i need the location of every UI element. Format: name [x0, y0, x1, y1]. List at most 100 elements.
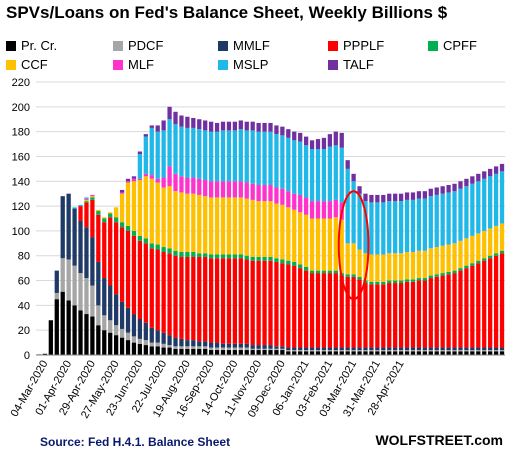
bar-segment-pdcf: [125, 332, 131, 341]
bar-segment-pdcf: [102, 315, 107, 331]
bar-segment-pdcf: [410, 350, 416, 352]
bar-segment-mmlf: [274, 346, 279, 349]
bar-segment-mslp: [256, 131, 261, 185]
bar-segment-mlf: [119, 192, 125, 194]
bar-segment-mmlf: [268, 345, 273, 349]
bar-segment-cpff: [398, 280, 404, 284]
bar-segment-prcr: [309, 351, 315, 355]
bar-segment-talf: [351, 173, 356, 182]
bar-segment-pdcf: [114, 325, 119, 336]
bar-segment-pdcf: [191, 346, 196, 349]
bar-segment-cpff: [315, 270, 321, 274]
bar-segment-mslp: [333, 145, 338, 200]
bar-segment-mlf: [131, 178, 137, 182]
bar-segment-prcr: [238, 350, 243, 355]
bar-segment-prcr: [499, 351, 505, 355]
bar-segment-cpff: [452, 270, 457, 274]
y-tick-label: 180: [12, 127, 30, 139]
bar-segment-cpff: [440, 273, 445, 276]
bar-segment-ppplf: [90, 199, 95, 238]
bar-segment-pdcf: [339, 350, 344, 352]
bar-segment-ccf: [428, 248, 433, 276]
bar-segment-pdcf: [262, 348, 267, 351]
bar-segment-prcr: [363, 351, 368, 355]
bar-segment-ppplf: [470, 265, 475, 348]
bar-segment-pdcf: [369, 350, 374, 352]
bar-segment-ccf: [375, 254, 380, 282]
bar-segment-talf: [250, 121, 255, 131]
bar-segment-ppplf: [476, 263, 481, 348]
bar-segment-cpff: [351, 274, 356, 277]
bar-segment-talf: [298, 132, 303, 142]
bar-segment-pdcf: [268, 348, 273, 351]
legend-swatch: [328, 40, 338, 51]
bar-segment-mmlf: [90, 237, 95, 286]
bar-segment-talf: [203, 120, 208, 131]
bar-segment-ccf: [96, 209, 101, 212]
legend-item-ccf: CCF: [6, 57, 48, 72]
bar-segment-mlf: [309, 201, 315, 219]
bar-segment-prcr: [108, 332, 113, 355]
bar-segment-talf: [161, 120, 166, 131]
bar-segment-pdcf: [137, 338, 143, 344]
bar-segment-ccf: [119, 193, 125, 223]
bar-segment-pdcf: [96, 305, 101, 326]
bar-segment-cpff: [309, 270, 315, 274]
y-tick-label: 80: [18, 251, 30, 263]
bar-segment-mslp: [161, 130, 166, 178]
bar-segment-mlf: [191, 177, 196, 194]
bar-segment-talf: [143, 134, 148, 137]
bar-segment-talf: [220, 121, 226, 131]
legend-item-mmlf: MMLF: [218, 38, 270, 53]
bar-segment-mlf: [214, 181, 220, 198]
bar-segment-prcr: [262, 350, 267, 355]
bar-segment-mlf: [286, 191, 291, 208]
bar-segment-pdcf: [434, 350, 439, 352]
bar-segment-cpff: [458, 268, 463, 271]
bar-segment-ccf: [90, 196, 95, 198]
bar-segment-cpff: [114, 217, 119, 223]
bar-segment-ppplf: [197, 256, 202, 342]
bar-segment-prcr: [131, 342, 137, 355]
bar-segment-mslp: [499, 171, 505, 224]
bar-segment-cpff: [185, 252, 190, 257]
y-tick-label: 160: [12, 151, 30, 163]
bar-segment-mslp: [274, 134, 279, 188]
bar-segment-prcr: [191, 348, 196, 355]
bar-segment-pdcf: [54, 292, 59, 300]
bar-segment-prcr: [357, 351, 362, 355]
bar-segment-talf: [416, 191, 422, 199]
bar-segment-cpff: [428, 275, 433, 279]
bar-segment-mslp: [416, 198, 422, 251]
bar-segment-talf: [387, 193, 392, 202]
bar-segment-talf: [333, 131, 338, 146]
bar-segment-cpff: [321, 270, 327, 274]
bar-segment-mlf: [185, 177, 190, 194]
bar-segment-pdcf: [179, 346, 184, 349]
bar-segment-pdcf: [476, 350, 481, 352]
bar-segment-ppplf: [280, 263, 285, 347]
bar-segment-ppplf: [208, 258, 214, 343]
bar-segment-mmlf: [470, 347, 475, 351]
bar-segment-mslp: [458, 188, 463, 241]
bar-segment-ccf: [446, 244, 451, 272]
bar-segment-cpff: [179, 252, 184, 257]
bar-segment-prcr: [381, 351, 386, 355]
bar-segment-cpff: [220, 254, 226, 259]
bar-segment-mslp: [197, 129, 202, 179]
bar-segment-ccf: [220, 197, 226, 255]
bar-segment-mlf: [298, 194, 303, 213]
bar-segment-cpff: [167, 248, 172, 254]
y-tick-label: 0: [24, 350, 30, 362]
bar-segment-mmlf: [493, 347, 499, 351]
bar-segment-mlf: [321, 201, 327, 219]
bar-segment-cpff: [102, 218, 107, 223]
bar-segment-ccf: [256, 201, 261, 257]
legend-item-cpff: CPFF: [428, 38, 477, 53]
legend-swatch: [218, 59, 228, 70]
bar-segment-prcr: [446, 351, 451, 355]
bar-segment-cpff: [173, 250, 178, 256]
bar-segment-prcr: [488, 351, 493, 355]
bar-segment-mlf: [161, 177, 166, 188]
